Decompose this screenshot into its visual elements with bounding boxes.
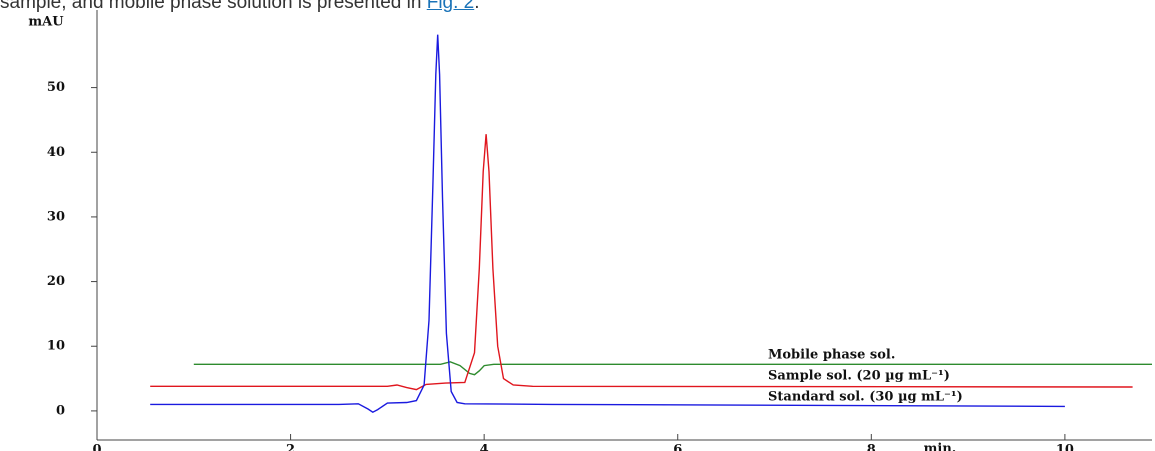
y-tick-label: 40 — [47, 145, 65, 160]
y-tick-label: 50 — [47, 80, 65, 95]
x-tick-label: 4 — [480, 443, 489, 451]
legend-label: Mobile phase sol. — [768, 348, 895, 363]
series-line — [150, 134, 1133, 391]
x-tick-label: 6 — [673, 443, 682, 451]
intro-text: sample, and mobile phase solution is pre… — [0, 0, 480, 14]
intro-sentence: sample, and mobile phase solution is pre… — [0, 0, 422, 13]
series-line — [150, 34, 1065, 414]
y-tick-label: 30 — [47, 209, 65, 224]
y-axis-label: mAU — [28, 15, 64, 30]
figure-link[interactable]: Fig. 2 — [426, 0, 475, 13]
series-line — [193, 361, 1152, 376]
legend-label: Standard sol. (30 µg mL⁻¹) — [768, 390, 963, 405]
y-tick-label: 0 — [56, 403, 65, 418]
x-axis-label: min. — [924, 442, 957, 451]
x-tick-label: 10 — [1056, 443, 1074, 451]
legend-label: Sample sol. (20 µg mL⁻¹) — [768, 369, 950, 384]
x-tick-label: 0 — [92, 443, 101, 451]
y-tick-label: 20 — [47, 274, 65, 289]
x-tick-label: 2 — [286, 443, 295, 451]
x-tick-label: 8 — [867, 443, 876, 451]
y-tick-label: 10 — [47, 339, 65, 354]
